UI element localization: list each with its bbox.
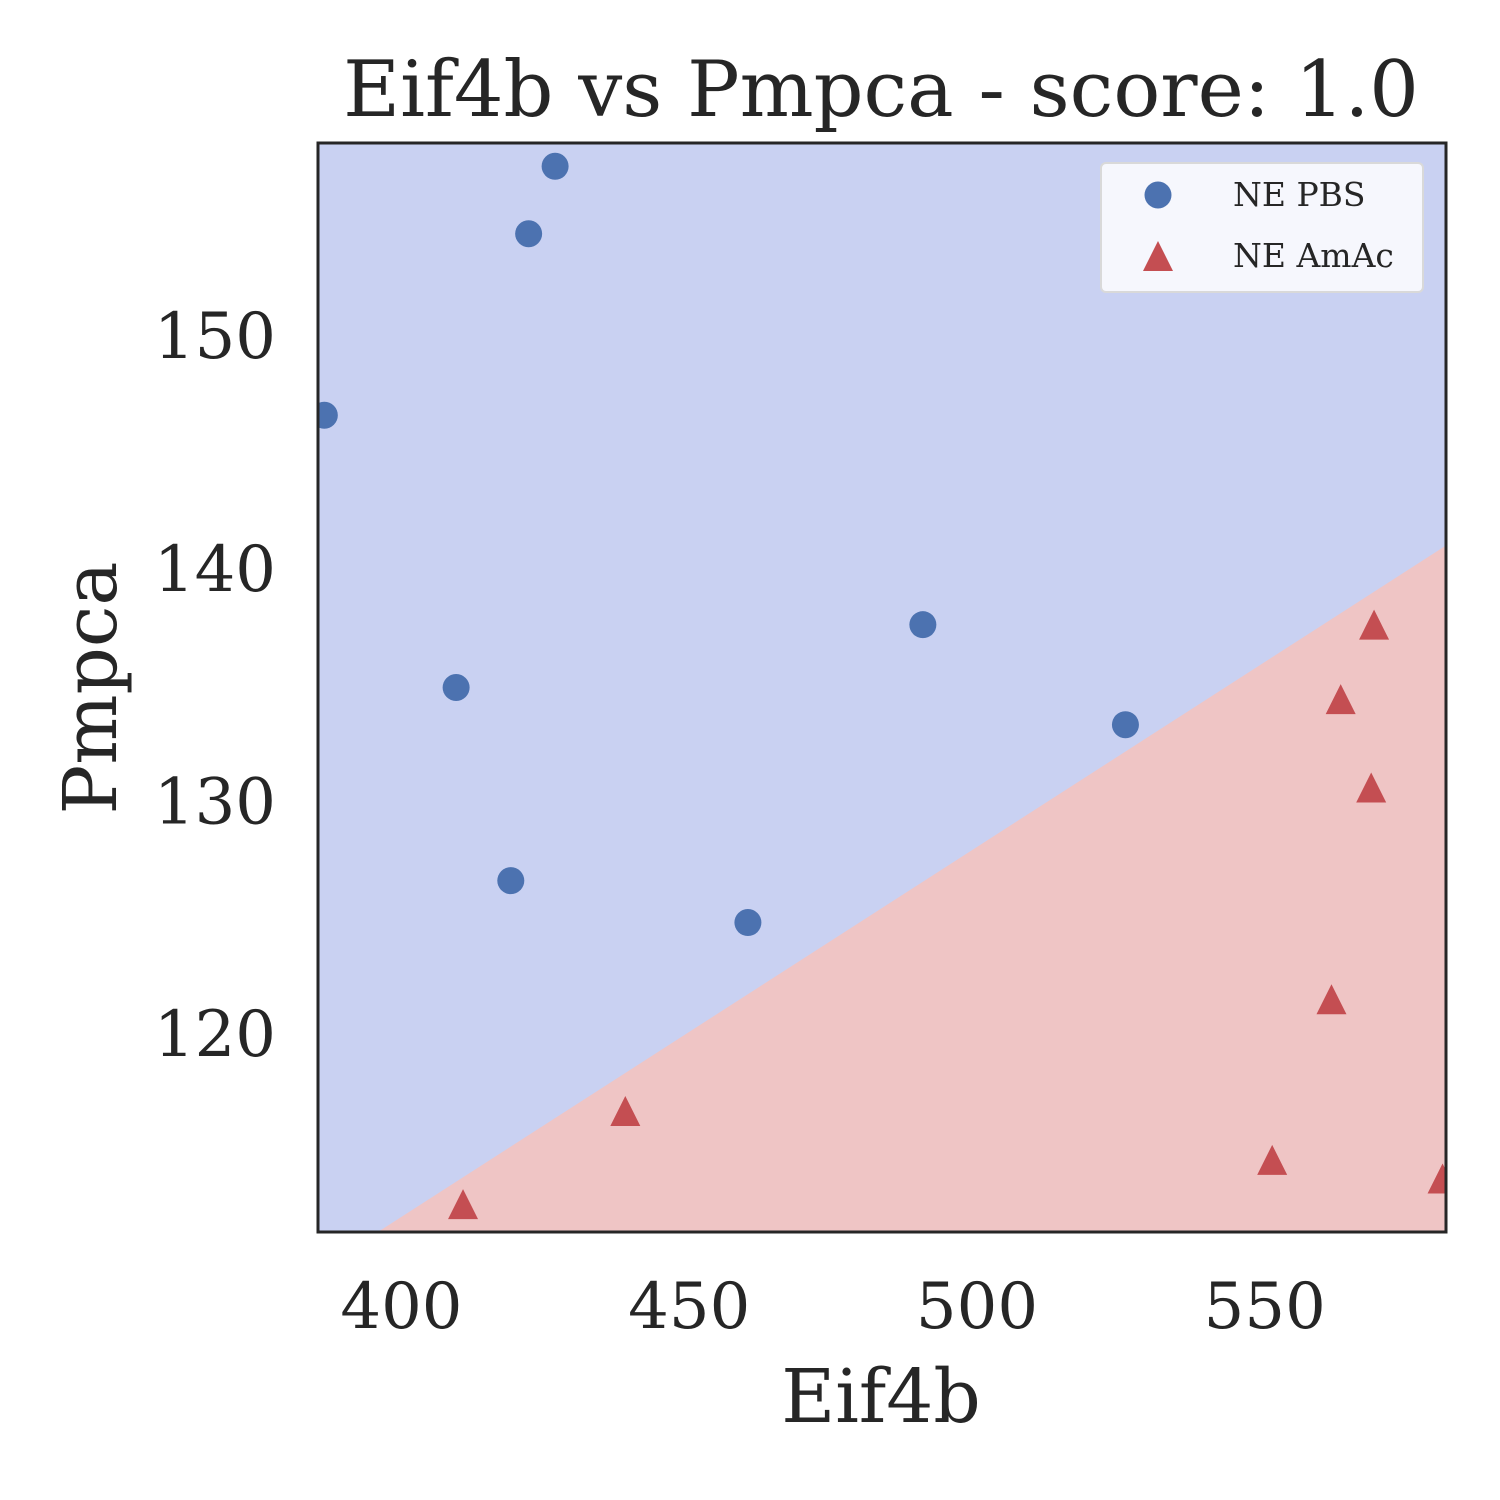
x-tick-label-2: 500 [916, 1270, 1038, 1344]
chart-title: Eif4b vs Pmpca - score: 1.0 [343, 45, 1419, 135]
data-points [318, 152, 1446, 1220]
point-pbs-2 [318, 401, 338, 429]
point-amac-5 [1257, 1144, 1288, 1175]
y-tick-label-2: 140 [154, 533, 276, 607]
plot-area [316, 141, 1448, 1234]
point-pbs-4 [909, 611, 937, 639]
y-axis-label: Pmpca [48, 562, 134, 815]
axis-ticks: 400 450 500 550 120 130 140 150 [154, 300, 1326, 1344]
legend-box [1100, 162, 1424, 293]
point-pbs-7 [734, 909, 762, 937]
point-pbs-5 [1111, 711, 1139, 739]
legend-marker-ne-amac [1143, 241, 1173, 271]
point-pbs-1 [515, 220, 543, 248]
point-amac-0 [1359, 609, 1390, 640]
y-tick-label-1: 130 [154, 766, 276, 840]
y-tick-label-3: 150 [154, 300, 276, 374]
point-amac-4 [610, 1096, 641, 1126]
point-amac-6 [448, 1189, 479, 1220]
point-pbs-6 [497, 867, 525, 895]
x-tick-label-1: 450 [628, 1270, 750, 1344]
region-ne-amac [377, 545, 1446, 1232]
legend-marker-ne-pbs [1144, 181, 1172, 209]
legend-label-0: NE PBS [1233, 175, 1366, 214]
point-amac-2 [1356, 772, 1387, 803]
legend: NE PBS NE AmAc [1100, 162, 1424, 293]
x-tick-label-0: 400 [340, 1270, 462, 1344]
decision-regions [318, 143, 1446, 1232]
y-tick-label-0: 120 [154, 998, 276, 1072]
point-amac-1 [1325, 684, 1356, 715]
plot-frame [316, 141, 1448, 1234]
point-pbs-3 [442, 674, 470, 701]
point-amac-7 [1427, 1163, 1446, 1194]
legend-label-1: NE AmAc [1233, 236, 1394, 275]
x-axis-label: Eif4b [781, 1354, 981, 1440]
point-pbs-0 [541, 152, 569, 180]
point-amac-3 [1316, 984, 1347, 1015]
x-tick-label-3: 550 [1204, 1270, 1326, 1344]
